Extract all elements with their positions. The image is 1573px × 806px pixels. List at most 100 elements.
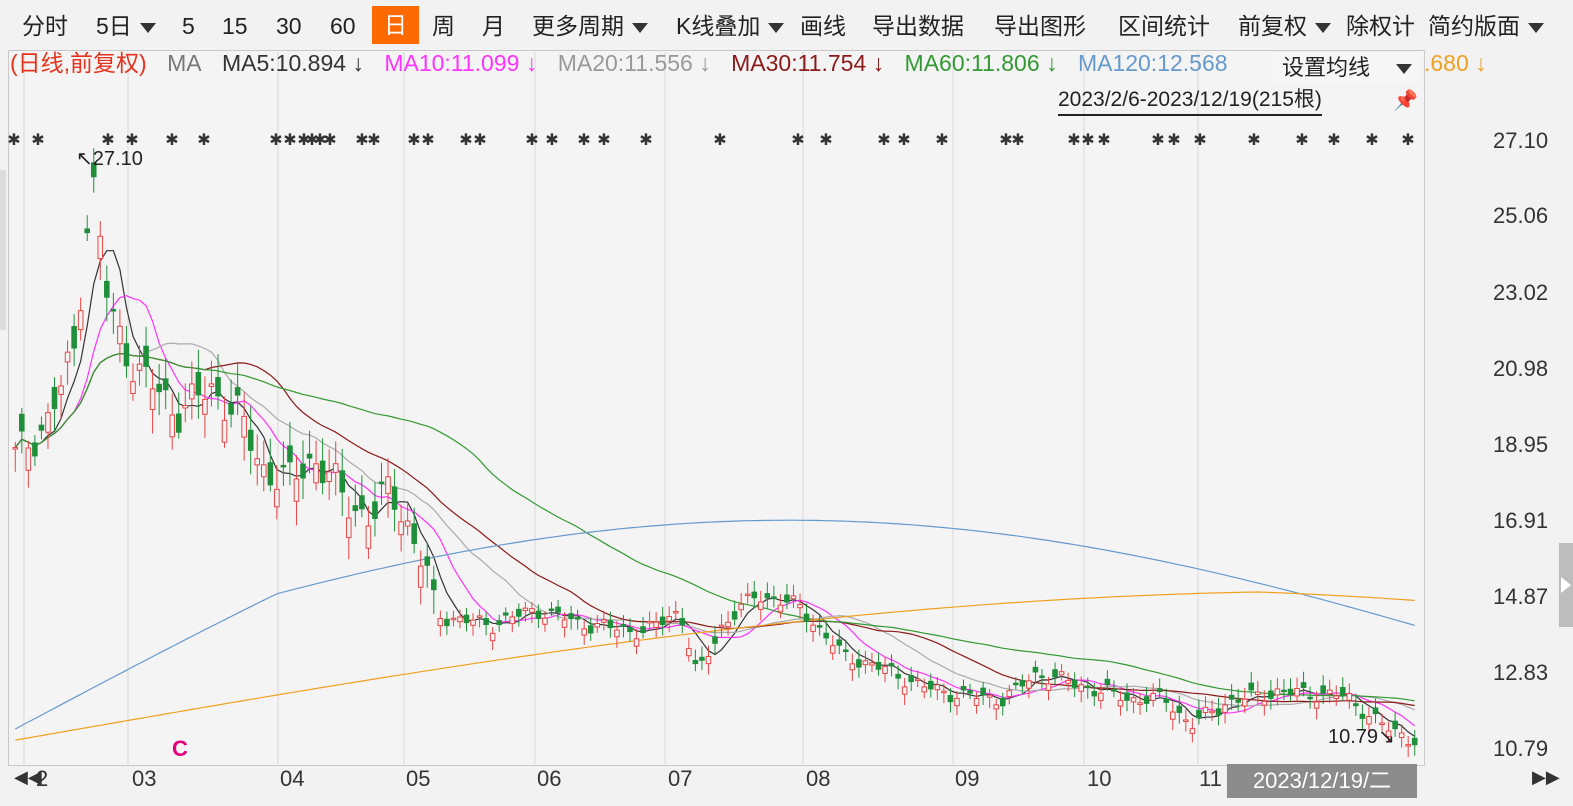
- candle-body: [941, 690, 947, 694]
- candle-body: [1326, 689, 1333, 695]
- candle-body: [300, 463, 306, 479]
- candle-body: [136, 363, 143, 371]
- event-marker-icon: ✱: [101, 130, 114, 149]
- tab-5min[interactable]: 5: [182, 13, 195, 39]
- ma10-value: MA10:11.099 ↓: [384, 50, 538, 76]
- candle-body: [1294, 688, 1300, 697]
- tab-monthly[interactable]: 月: [482, 13, 505, 39]
- price-tick: 10.79: [1493, 736, 1549, 761]
- candle-body: [614, 629, 620, 638]
- month-tick: 08: [806, 766, 831, 791]
- event-marker-icon: ✱: [1401, 130, 1414, 149]
- candle-body: [1124, 692, 1130, 701]
- candle-body: [332, 463, 339, 473]
- candle-body: [345, 517, 352, 539]
- event-marker-icon: ✱: [597, 130, 610, 149]
- candle-body: [1340, 686, 1346, 695]
- candle-body: [1006, 690, 1013, 697]
- candle-body: [319, 460, 326, 484]
- candle-body: [731, 611, 738, 620]
- event-marker[interactable]: C: [172, 736, 188, 761]
- candle-body: [372, 501, 378, 519]
- event-marker-icon: ✱: [355, 130, 368, 149]
- candle-body: [1183, 719, 1189, 722]
- candle-body: [1045, 683, 1052, 691]
- candle-body: [260, 464, 267, 478]
- candle-body: [581, 628, 587, 636]
- candle-body: [862, 660, 869, 666]
- scroll-right-icon[interactable]: ▶▶: [1532, 767, 1560, 787]
- candle-body: [836, 639, 843, 646]
- simple-layout-menu[interactable]: 简约版面: [1428, 8, 1544, 44]
- candle-body: [404, 520, 411, 527]
- candle-body: [908, 675, 914, 683]
- adjust-mode-menu[interactable]: 前复权: [1238, 8, 1331, 44]
- scroll-left-icon[interactable]: ◀◀: [14, 767, 42, 787]
- candle-body: [254, 458, 261, 466]
- candle-body: [1163, 698, 1170, 703]
- candle-body: [1379, 722, 1385, 726]
- candle-body: [64, 351, 71, 363]
- candle-body: [843, 649, 849, 652]
- candle-body: [450, 617, 457, 621]
- candle-body: [1104, 678, 1111, 686]
- right-panel-toggle[interactable]: [1559, 543, 1573, 627]
- price-tick: 25.06: [1493, 203, 1549, 228]
- ma-settings-dropdown[interactable]: 设置均线: [1272, 52, 1420, 84]
- tab-30min[interactable]: 30: [276, 13, 302, 39]
- candle-body: [993, 704, 999, 710]
- ex-rights-button[interactable]: 除权计: [1346, 13, 1415, 39]
- tab-weekly[interactable]: 周: [432, 13, 455, 39]
- candle-body: [71, 326, 77, 349]
- more-periods-menu[interactable]: 更多周期: [532, 8, 648, 44]
- candle-body: [1156, 688, 1163, 693]
- candle-body: [1202, 706, 1209, 713]
- candle-body: [712, 636, 718, 644]
- tab-15min[interactable]: 15: [222, 13, 248, 39]
- month-tick: 04: [280, 766, 305, 791]
- candle-body: [1032, 666, 1039, 673]
- candle-body: [1235, 699, 1241, 703]
- draw-line-button[interactable]: 画线: [800, 13, 846, 39]
- tab-daily[interactable]: 日: [372, 6, 419, 44]
- range-stats-button[interactable]: 区间统计: [1118, 13, 1210, 39]
- left-scroll-strip[interactable]: [0, 170, 6, 330]
- event-marker-icon: ✱: [31, 130, 44, 149]
- cursor-date-label: 2023/12/19/二: [1227, 764, 1417, 798]
- price-tick: 23.02: [1493, 280, 1549, 305]
- candle-body: [1084, 685, 1091, 689]
- pin-icon[interactable]: 📌: [1393, 90, 1418, 112]
- candle-body: [339, 470, 346, 493]
- candle-body: [954, 697, 960, 707]
- candle-body: [679, 618, 686, 626]
- event-marker-icon: ✱: [473, 130, 486, 149]
- candle-body: [797, 603, 803, 609]
- month-tick: 03: [132, 766, 157, 791]
- ma60-line: [14, 352, 1415, 702]
- candle-body: [189, 383, 195, 400]
- candle-body: [182, 404, 189, 409]
- candle-body: [149, 388, 156, 411]
- kline-overlay-menu[interactable]: K线叠加: [676, 8, 785, 44]
- candle-body: [1261, 700, 1268, 706]
- candle-body: [522, 607, 529, 612]
- candle-body: [444, 618, 450, 627]
- candle-body: [594, 623, 601, 628]
- candle-body: [51, 386, 58, 410]
- date-range-label[interactable]: 2023/2/6-2023/12/19(215根): [1058, 86, 1322, 116]
- price-tick: 18.95: [1493, 432, 1549, 457]
- tab-intraday[interactable]: 分时: [22, 13, 68, 39]
- candle-body: [875, 661, 882, 670]
- candle-body: [1150, 692, 1156, 701]
- export-graph-button[interactable]: 导出图形: [994, 13, 1086, 39]
- candle-body: [1320, 685, 1326, 694]
- export-data-button[interactable]: 导出数据: [872, 13, 964, 39]
- event-marker-icon: ✱: [1151, 130, 1164, 149]
- candle-body: [823, 632, 829, 639]
- candle-body: [247, 429, 254, 451]
- candle-body: [476, 615, 483, 618]
- candle-body: [986, 694, 993, 698]
- event-marker-icon: ✱: [1067, 130, 1080, 149]
- tab-5day[interactable]: 5日: [96, 8, 156, 44]
- tab-60min[interactable]: 60: [330, 13, 356, 39]
